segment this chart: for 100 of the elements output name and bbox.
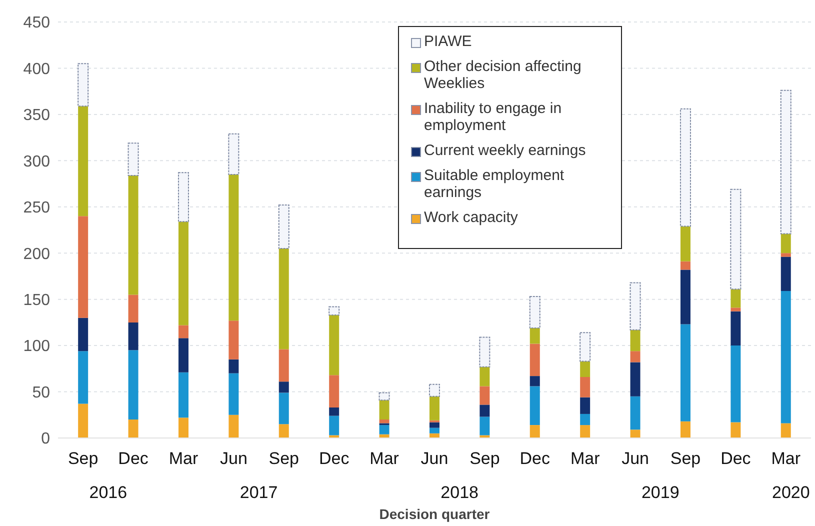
bar bbox=[228, 133, 240, 176]
bar bbox=[78, 404, 88, 438]
text: 2016 bbox=[88, 483, 128, 503]
bar bbox=[780, 234, 791, 254]
x-tick-label: Mar bbox=[771, 449, 801, 468]
bar bbox=[580, 414, 590, 426]
bar bbox=[228, 359, 239, 374]
bar bbox=[480, 386, 490, 405]
bar bbox=[630, 430, 640, 438]
bar bbox=[78, 106, 88, 216]
bar bbox=[530, 344, 540, 376]
bar bbox=[228, 320, 239, 360]
text: 2019 bbox=[640, 483, 680, 503]
bar bbox=[278, 392, 289, 424]
bar bbox=[228, 174, 239, 321]
bar bbox=[429, 396, 440, 420]
bar bbox=[580, 397, 590, 414]
bar bbox=[178, 372, 188, 418]
bar bbox=[680, 108, 691, 227]
bar bbox=[530, 328, 540, 344]
bar bbox=[680, 261, 690, 270]
bar bbox=[530, 386, 540, 426]
bar bbox=[329, 407, 340, 416]
x-tick-label: Dec bbox=[118, 449, 149, 468]
x-tick-label: Mar bbox=[168, 449, 198, 468]
y-tick-label: 450 bbox=[23, 14, 50, 32]
x-tick-label: Sep bbox=[670, 449, 701, 468]
bar bbox=[480, 404, 490, 417]
bar bbox=[780, 291, 791, 424]
bar bbox=[128, 420, 138, 438]
bar bbox=[178, 338, 188, 372]
x-tick-label: Sep bbox=[68, 449, 98, 468]
bar bbox=[780, 256, 791, 292]
y-tick-label: 0 bbox=[41, 430, 50, 448]
bar bbox=[780, 423, 791, 438]
bar bbox=[630, 396, 640, 430]
bar bbox=[580, 376, 590, 398]
bar bbox=[630, 362, 640, 396]
bar bbox=[128, 350, 138, 420]
bar bbox=[228, 373, 239, 415]
bar bbox=[128, 322, 138, 350]
legend-label: PIAWE bbox=[424, 33, 472, 50]
x-tick-label: Jun bbox=[420, 449, 448, 468]
bar bbox=[730, 346, 741, 422]
bar bbox=[730, 311, 741, 346]
bar bbox=[580, 425, 590, 438]
bar bbox=[680, 324, 690, 422]
bar bbox=[428, 384, 440, 397]
bar bbox=[529, 296, 540, 328]
x-tick-label: Sep bbox=[470, 449, 500, 468]
legend-label: Current weekly earnings bbox=[424, 142, 586, 159]
x-tick-label: Dec bbox=[720, 449, 752, 468]
bar bbox=[730, 308, 741, 312]
bar bbox=[278, 204, 290, 249]
y-tick-label: 300 bbox=[23, 153, 50, 170]
bar bbox=[780, 90, 792, 234]
bar bbox=[680, 421, 690, 438]
bar bbox=[378, 392, 390, 401]
bar bbox=[178, 325, 188, 338]
bar bbox=[630, 330, 640, 352]
x-tick-label: Jun bbox=[220, 449, 248, 468]
x-tick-label: Mar bbox=[570, 449, 600, 468]
legend-label: Suitable employment earnings bbox=[424, 167, 566, 201]
bar bbox=[278, 248, 289, 350]
bar bbox=[329, 435, 340, 438]
bar bbox=[178, 418, 188, 438]
bar bbox=[530, 425, 540, 438]
bar bbox=[329, 416, 340, 436]
bar bbox=[178, 172, 189, 222]
bar bbox=[329, 315, 340, 376]
legend-label: Inability to engage in employment bbox=[424, 100, 563, 134]
bar bbox=[479, 336, 490, 368]
legend-label: Other decision affecting Weeklies bbox=[424, 58, 582, 92]
bar bbox=[379, 420, 390, 424]
bar bbox=[730, 422, 741, 438]
bar bbox=[78, 351, 88, 404]
bar bbox=[379, 400, 390, 420]
bar bbox=[630, 282, 641, 330]
bar bbox=[429, 422, 440, 428]
bar bbox=[78, 216, 88, 318]
bar bbox=[480, 435, 490, 438]
bar bbox=[228, 414, 239, 438]
bar bbox=[328, 306, 340, 316]
y-tick-label: 350 bbox=[23, 107, 50, 124]
bar bbox=[680, 226, 690, 262]
bar bbox=[128, 142, 139, 176]
y-tick-label: 250 bbox=[23, 200, 50, 217]
bar bbox=[78, 63, 89, 107]
bar bbox=[278, 349, 289, 382]
y-tick-label: 150 bbox=[23, 292, 50, 310]
y-tick-label: 200 bbox=[23, 246, 50, 263]
bar bbox=[630, 351, 640, 362]
x-tick-label: Dec bbox=[318, 449, 350, 468]
bar bbox=[329, 375, 340, 408]
bar bbox=[680, 270, 690, 324]
y-tick-label: 400 bbox=[23, 60, 50, 78]
bar bbox=[278, 382, 289, 393]
bar bbox=[178, 222, 188, 326]
bar bbox=[128, 175, 138, 295]
legend-label: Work capacity bbox=[424, 209, 518, 226]
